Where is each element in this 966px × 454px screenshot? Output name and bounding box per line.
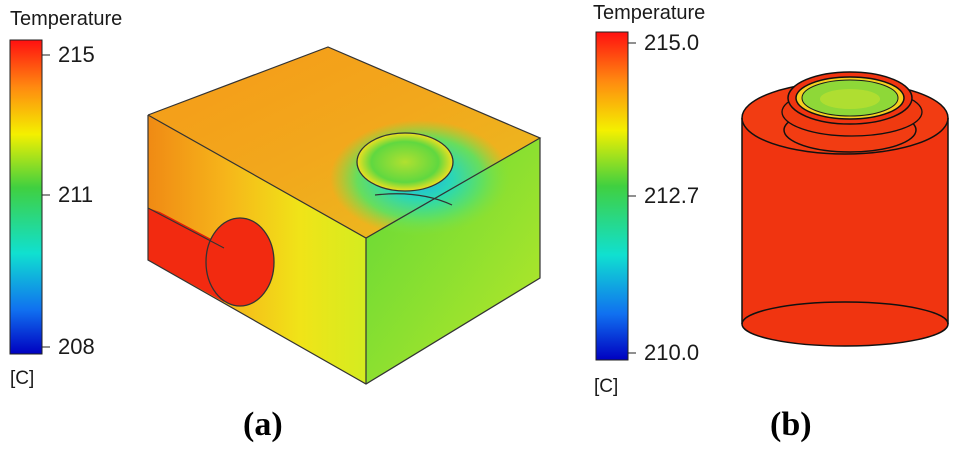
legend-b-tick-mid: 212.7 xyxy=(644,183,700,208)
caption-b: (b) xyxy=(770,406,812,443)
legend-a-tick-mid: 211 xyxy=(58,182,94,207)
legend-a-unit: [C] xyxy=(10,368,35,389)
colorbar-b xyxy=(595,31,629,361)
heater-block xyxy=(147,46,542,385)
legend-a-tick-min: 208 xyxy=(58,334,95,359)
caption-a: (a) xyxy=(243,406,283,443)
legend-b-tick-min: 210.0 xyxy=(644,340,700,365)
nozzle-cylinder xyxy=(741,71,949,347)
colorbar-a xyxy=(9,39,43,355)
legend-a-tick-max: 215 xyxy=(58,42,95,67)
legend-b-unit: [C] xyxy=(594,376,619,397)
legend-a-title: Temperature xyxy=(10,8,123,30)
legend-b-title: Temperature xyxy=(593,2,706,24)
legend-b-tick-max: 215.0 xyxy=(644,30,700,55)
